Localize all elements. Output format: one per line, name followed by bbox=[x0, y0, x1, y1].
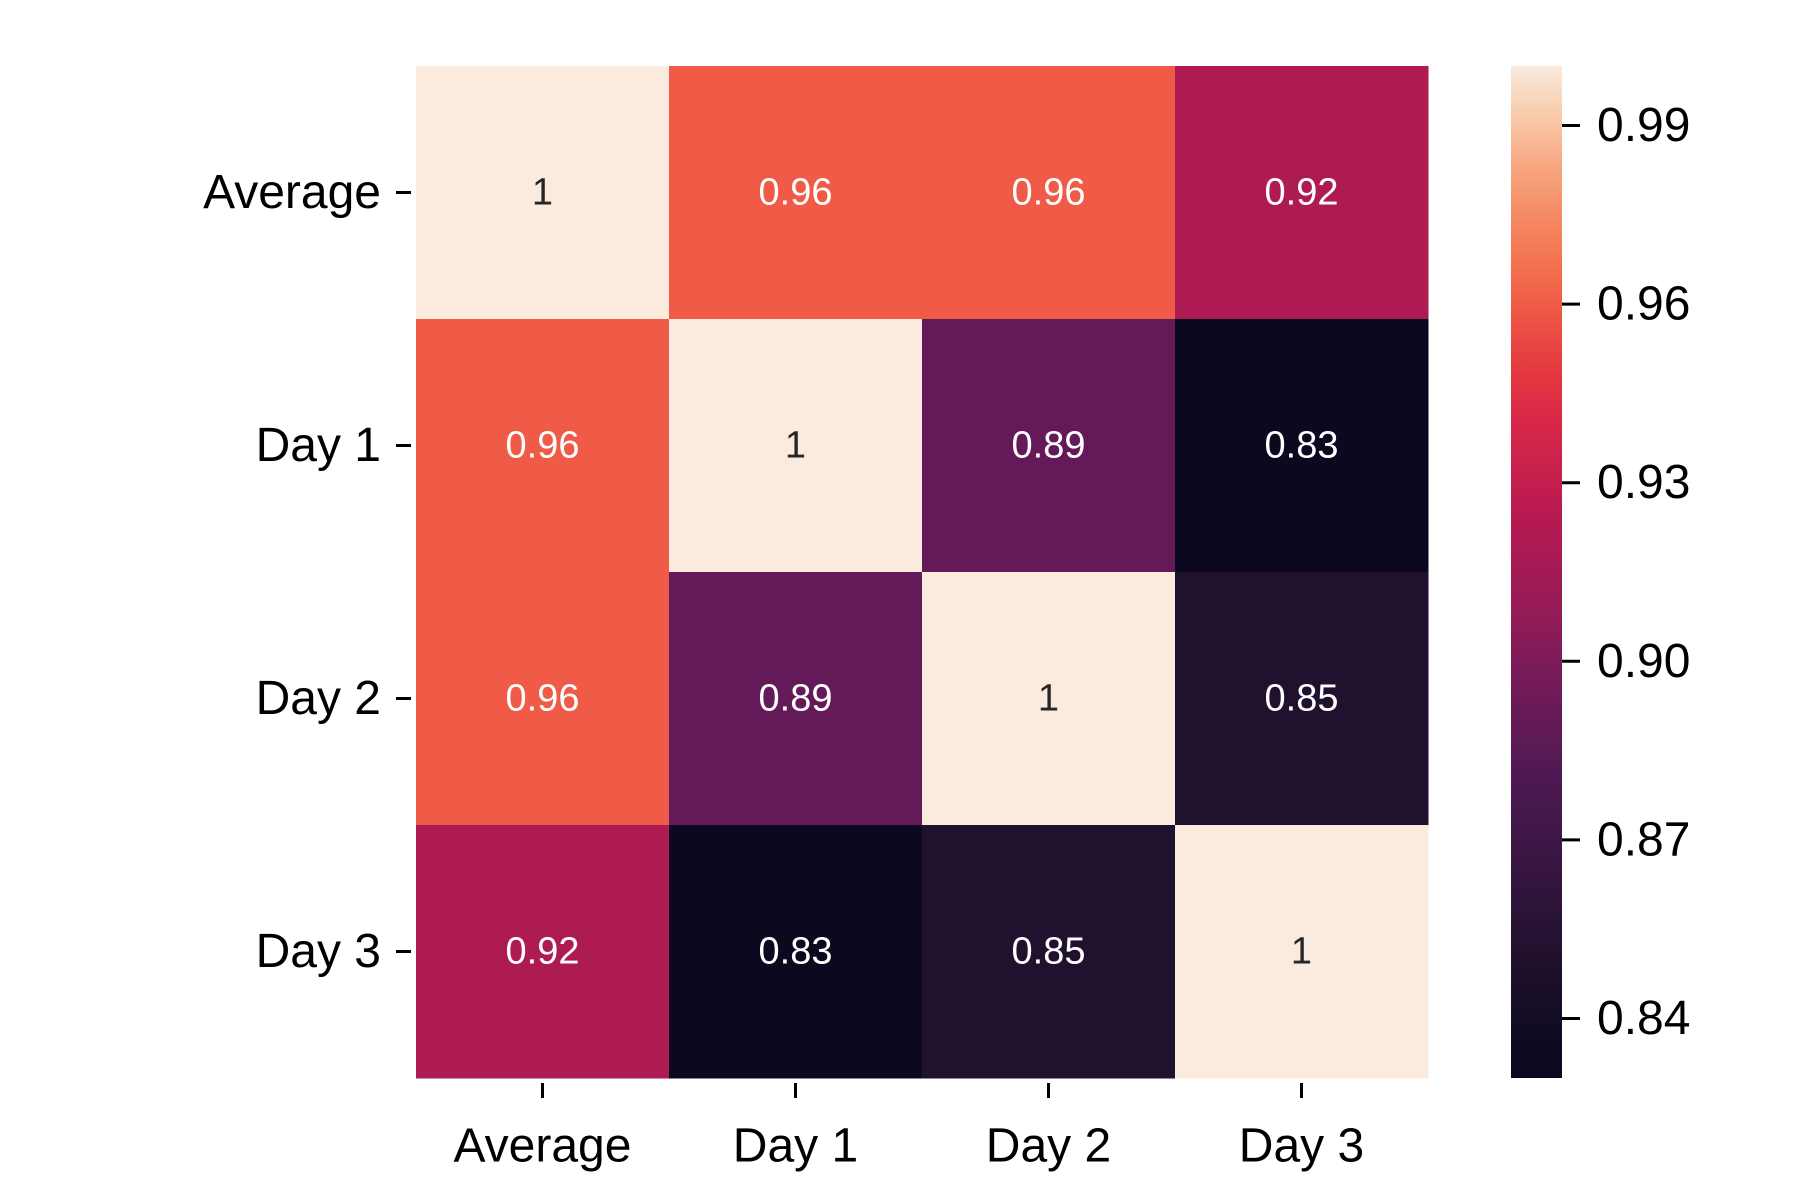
colorbar-tick-label: 0.84 bbox=[1597, 992, 1690, 1045]
y-tick-label-day-2: Day 2 bbox=[256, 672, 381, 725]
heatmap-cell-day-3-day-3 bbox=[1175, 825, 1429, 1079]
x-tick-label-average: Average bbox=[454, 1120, 632, 1173]
heatmap-cell-day-3-average bbox=[416, 825, 670, 1079]
cell-value-label: 0.96 bbox=[506, 678, 580, 720]
cell-value-label: 0.96 bbox=[759, 172, 833, 214]
cell-value-label: 0.96 bbox=[1012, 172, 1086, 214]
heatmap-cell-day-2-day-3 bbox=[1175, 572, 1429, 826]
x-axis: Average Day 1 Day 2 Day 3 bbox=[454, 1083, 1364, 1173]
cell-value-label: 0.85 bbox=[1265, 678, 1339, 720]
y-axis: Average Day 1 Day 2 Day 3 bbox=[203, 166, 411, 978]
y-tick-label-day-1: Day 1 bbox=[256, 419, 381, 472]
heatmap-cell-day-2-average bbox=[416, 572, 670, 826]
heatmap-cell-day-3-day-1 bbox=[669, 825, 923, 1079]
colorbar: 0.99 0.96 0.93 0.90 0.87 0.84 bbox=[1511, 66, 1690, 1078]
colorbar-tick-label: 0.99 bbox=[1597, 99, 1690, 152]
y-tick-label-average: Average bbox=[203, 166, 381, 219]
heatmap-cell-day-2-day-2 bbox=[922, 572, 1176, 826]
cell-value-label: 1 bbox=[532, 172, 553, 214]
cell-value-label: 0.89 bbox=[759, 678, 833, 720]
heatmap-cell-average-average bbox=[416, 66, 670, 320]
colorbar-tick-label: 0.90 bbox=[1597, 635, 1690, 688]
cell-value-label: 0.89 bbox=[1012, 425, 1086, 467]
heatmap-cells: 1 0.96 0.96 0.92 0.96 1 0.89 0.83 0.96 0.89 1 0.85 0… bbox=[416, 66, 1429, 1079]
heatmap-cell-day-3-day-2 bbox=[922, 825, 1176, 1079]
cell-value-label: 0.92 bbox=[506, 931, 580, 973]
colorbar-tick-label: 0.87 bbox=[1597, 813, 1690, 866]
cell-value-label: 0.83 bbox=[759, 931, 833, 973]
colorbar-gradient bbox=[1511, 66, 1562, 1078]
cell-value-label: 1 bbox=[1291, 931, 1312, 973]
heatmap-cell-day-1-day-2 bbox=[922, 319, 1176, 573]
cell-value-label: 0.92 bbox=[1265, 172, 1339, 214]
cell-value-label: 1 bbox=[1038, 678, 1059, 720]
cell-value-label: 1 bbox=[785, 425, 806, 467]
heatmap-cell-average-day-1 bbox=[669, 66, 923, 320]
heatmap-cell-day-2-day-1 bbox=[669, 572, 923, 826]
heatmap-cell-day-1-day-1 bbox=[669, 319, 923, 573]
colorbar-ticks: 0.99 0.96 0.93 0.90 0.87 0.84 bbox=[1562, 99, 1690, 1045]
colorbar-tick-label: 0.96 bbox=[1597, 278, 1690, 331]
colorbar-tick-label: 0.93 bbox=[1597, 456, 1690, 509]
x-tick-label-day-1: Day 1 bbox=[733, 1120, 858, 1173]
heatmap-cell-day-1-average bbox=[416, 319, 670, 573]
heatmap-cell-average-day-3 bbox=[1175, 66, 1429, 320]
heatmap-cell-average-day-2 bbox=[922, 66, 1176, 320]
cell-value-label: 0.85 bbox=[1012, 931, 1086, 973]
heatmap-cell-day-1-day-3 bbox=[1175, 319, 1429, 573]
cell-value-label: 0.96 bbox=[506, 425, 580, 467]
x-tick-label-day-3: Day 3 bbox=[1239, 1120, 1364, 1173]
cell-value-label: 0.83 bbox=[1265, 425, 1339, 467]
y-tick-label-day-3: Day 3 bbox=[256, 925, 381, 978]
x-tick-label-day-2: Day 2 bbox=[986, 1120, 1111, 1173]
